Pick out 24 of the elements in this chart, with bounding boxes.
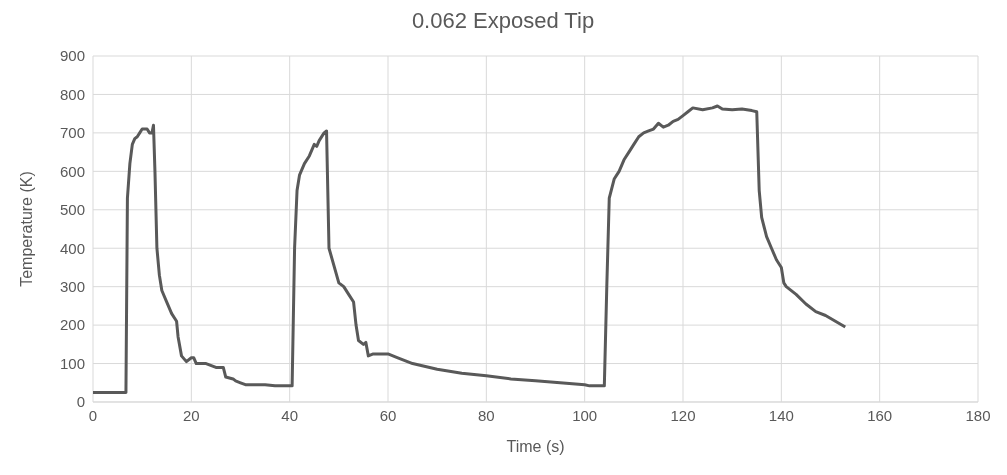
line-series — [93, 104, 847, 394]
y-tick-label: 200 — [59, 316, 85, 334]
y-tick-label: 300 — [59, 277, 85, 295]
x-tick-label: 0 — [88, 406, 98, 424]
x-tick-label: 180 — [965, 406, 991, 424]
x-tick-label: 60 — [379, 406, 397, 424]
x-tick-label: 100 — [572, 406, 598, 424]
y-tick-label: 500 — [59, 201, 85, 219]
y-tick-label: 900 — [59, 47, 85, 65]
x-tick-label: 120 — [670, 406, 696, 424]
x-axis-title: Time (s) — [506, 438, 565, 455]
y-tick-label: 400 — [59, 239, 85, 257]
y-axis-title: Temperature (K) — [17, 171, 35, 287]
x-tick-label: 40 — [281, 406, 299, 424]
chart-title: 0.062 Exposed Tip — [410, 8, 596, 35]
x-tick-label: 20 — [182, 406, 200, 424]
x-tick-label: 160 — [867, 406, 893, 424]
y-tick-label: 700 — [59, 124, 85, 142]
y-tick-label: 0 — [76, 393, 85, 411]
y-tick-label: 600 — [59, 162, 85, 180]
x-tick-label: 140 — [768, 406, 794, 424]
x-tick-label: 80 — [477, 406, 495, 424]
y-tick-label: 100 — [59, 354, 85, 372]
y-tick-label: 800 — [59, 85, 85, 103]
